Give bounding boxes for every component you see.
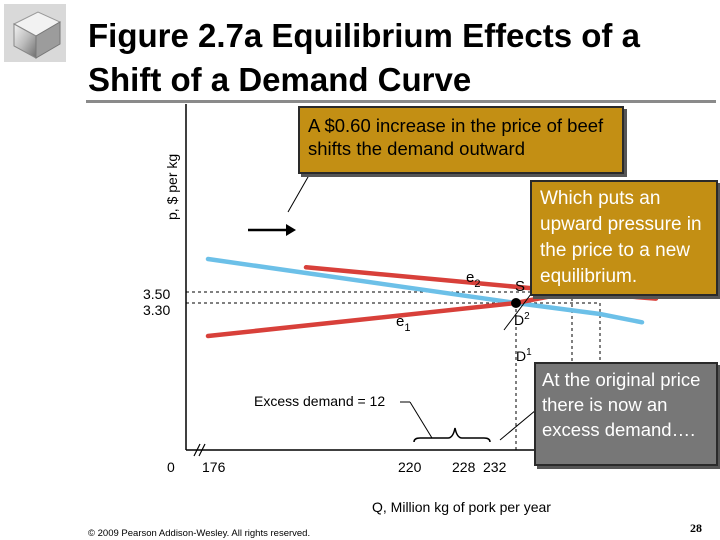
demand-label-d1: D1 (516, 347, 532, 364)
supply-curve (205, 287, 631, 339)
x-tick-label: 232 (483, 459, 507, 475)
equilibrium-label-e2: e2 (466, 269, 480, 290)
x-tick-label: 220 (398, 459, 422, 475)
equilibrium-point-e1 (511, 298, 521, 308)
excess-demand-connector (409, 401, 433, 439)
x-tick-label: 0 (167, 459, 175, 475)
equilibrium-label-e1: e1 (396, 313, 410, 334)
demand-curve-d1 (205, 256, 645, 325)
y-tick-label: 3.30 (143, 302, 170, 318)
callout-upward-pressure: Which puts an upward pressure in the pri… (530, 180, 718, 296)
page-number: 28 (690, 521, 702, 535)
y-axis-label: p, $ per kg (164, 154, 180, 220)
callout-pointer-line (499, 409, 537, 441)
shift-arrow-icon (248, 224, 296, 236)
callout-demand-shift: A $0.60 increase in the price of beef sh… (298, 106, 624, 174)
logo-cube-icon (4, 4, 66, 62)
axis-break-mark (193, 443, 206, 457)
x-tick-label: 228 (452, 459, 476, 475)
supply-label: S (515, 278, 525, 295)
title-rule (86, 100, 716, 103)
y-tick-label: 3.50 (143, 286, 170, 302)
x-axis-label: Q, Million kg of pork per year (372, 499, 551, 515)
callout-pointer-line (287, 169, 313, 213)
callout-excess-demand: At the original price there is now an ex… (534, 362, 718, 466)
callout-pointer-line (503, 289, 535, 331)
copyright-footer: © 2009 Pearson Addison-Wesley. All right… (88, 528, 311, 539)
slide-title: Figure 2.7a Equilibrium Effects of a Shi… (88, 17, 640, 98)
excess-demand-brace (413, 427, 491, 443)
excess-demand-label: Excess demand = 12 (254, 393, 385, 409)
x-tick-label: 176 (202, 459, 226, 475)
